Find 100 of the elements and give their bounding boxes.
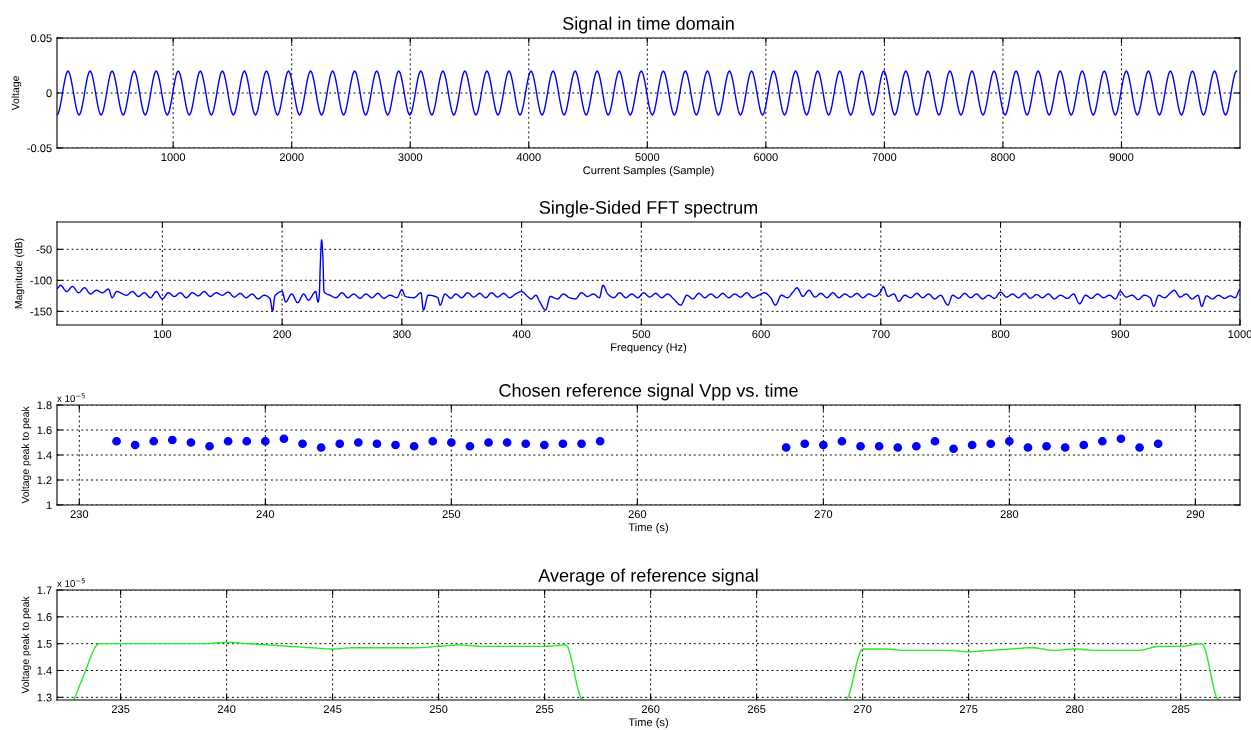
- point: [781, 443, 791, 452]
- point: [112, 436, 121, 446]
- y-axis-title: Voltage: [11, 76, 22, 111]
- point: [149, 436, 159, 446]
- x-tick-label: 500: [632, 330, 651, 339]
- y-tick-label: 1.6: [37, 613, 52, 621]
- x-tick-label: 200: [273, 330, 291, 339]
- chart-title: Signal in time domain: [563, 16, 734, 34]
- x-tick-label: 260: [628, 510, 647, 519]
- point: [911, 441, 921, 451]
- x-tick-label: 280: [1000, 510, 1019, 519]
- x-axis-title: Frequency (Hz): [611, 343, 687, 354]
- x-tick-label: 270: [853, 705, 872, 714]
- point: [986, 439, 996, 449]
- point: [1042, 441, 1051, 451]
- point: [428, 436, 438, 446]
- point: [874, 441, 884, 451]
- point: [818, 440, 828, 450]
- x-tick-label: 8000: [991, 153, 1015, 162]
- x-tick-label: 255: [535, 705, 554, 714]
- text: x 10$^{−5}$: [57, 393, 85, 403]
- point: [484, 438, 493, 447]
- y-tick-label: -50: [36, 245, 52, 254]
- y-tick-label: -0.05: [27, 144, 52, 153]
- x-axis-title: Current Samples (Sample): [583, 166, 714, 177]
- point: [167, 435, 177, 445]
- y-axis-title: Voltage peak to peak: [21, 406, 32, 504]
- chart-title: Single-Sided FFT spectrum: [539, 200, 758, 218]
- y-tick-label: 1.7: [37, 586, 52, 595]
- x-tick-label: 240: [217, 705, 236, 714]
- x-tick-label: 250: [429, 705, 448, 714]
- y-tick-label: 1: [46, 501, 52, 510]
- point: [298, 439, 307, 449]
- x-tick-label: 600: [752, 330, 770, 339]
- y-tick-label: 1.2: [37, 476, 52, 485]
- point: [539, 440, 549, 450]
- point: [856, 441, 865, 451]
- point: [893, 443, 903, 452]
- point: [1079, 440, 1089, 450]
- y-tick-label: 0.05: [30, 34, 52, 43]
- x-tick-label: 400: [512, 330, 531, 339]
- x-tick-label: 100: [153, 330, 172, 339]
- point: [1060, 443, 1070, 452]
- point: [1135, 443, 1144, 452]
- x-tick-label: 250: [442, 510, 461, 519]
- point: [353, 438, 363, 447]
- point: [279, 434, 289, 444]
- x-tick-label: 5000: [635, 153, 660, 162]
- x-tick-label: 270: [814, 510, 833, 519]
- y-axis-title: Voltage peak to peak: [21, 596, 32, 694]
- y-tick-label: -100: [30, 276, 52, 285]
- x-tick-label: 4000: [516, 153, 541, 162]
- y-tick-label: 0: [46, 89, 52, 98]
- x-tick-label: 300: [393, 330, 411, 339]
- y-tick-label: 1.4: [37, 666, 52, 675]
- x-tick-label: 285: [1171, 705, 1190, 714]
- y-tick-label: 1.4: [37, 451, 52, 460]
- x-tick-label: 9000: [1109, 153, 1134, 162]
- x-tick-label: 235: [111, 705, 130, 714]
- y-tick-label: -150: [30, 307, 52, 316]
- point: [930, 436, 940, 446]
- point: [577, 439, 586, 449]
- x-tick-label: 900: [1111, 330, 1130, 339]
- point: [1097, 436, 1107, 446]
- y-tick-label: 1.3: [37, 693, 52, 702]
- point: [223, 436, 233, 446]
- point: [316, 443, 326, 452]
- point: [502, 438, 512, 447]
- x-tick-label: 3000: [398, 153, 423, 162]
- point: [521, 439, 531, 449]
- x-tick-label: 240: [256, 510, 275, 519]
- point: [837, 436, 847, 446]
- point: [1023, 443, 1033, 452]
- point: [967, 440, 977, 450]
- y-tick-label: 1.8: [37, 401, 52, 410]
- x-tick-label: 265: [747, 705, 766, 714]
- point: [205, 441, 214, 451]
- point: [949, 444, 958, 454]
- x-tick-label: 7000: [872, 153, 897, 162]
- point: [1153, 439, 1163, 449]
- x-tick-label: 275: [959, 705, 978, 714]
- x-tick-label: 230: [70, 510, 89, 519]
- point: [800, 439, 810, 449]
- point: [558, 439, 568, 449]
- y-axis-title: Magnitude (dB): [14, 238, 25, 309]
- x-tick-label: 280: [1065, 705, 1084, 714]
- point: [242, 436, 252, 446]
- point: [595, 436, 605, 446]
- text: x 10$^{−5}$: [57, 578, 85, 587]
- x-tick-label: 1000: [161, 153, 186, 162]
- y-tick-label: 1.6: [37, 426, 52, 435]
- x-tick-label: 245: [323, 705, 342, 714]
- point: [465, 441, 475, 451]
- x-tick-label: 2000: [279, 153, 304, 162]
- point: [335, 439, 345, 449]
- chart-title: Average of reference signal: [538, 568, 758, 586]
- x-tick-label: 260: [641, 705, 660, 714]
- point: [130, 440, 140, 450]
- point: [391, 440, 400, 450]
- x-tick-label: 800: [991, 330, 1010, 339]
